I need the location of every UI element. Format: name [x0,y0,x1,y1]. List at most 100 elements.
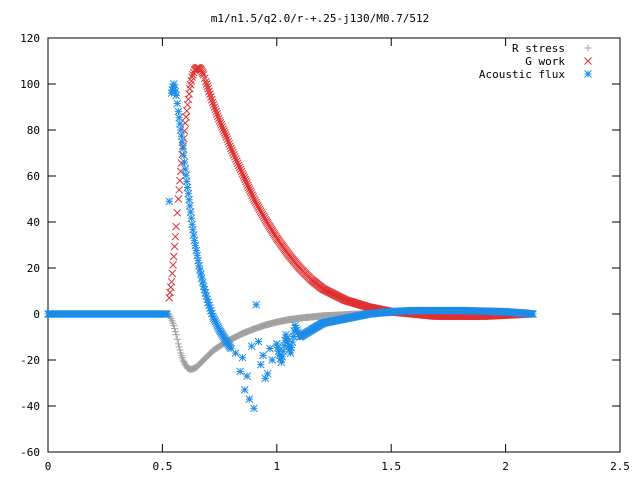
data-point [243,181,252,190]
data-point [173,99,182,108]
y-tick-label: 0 [33,308,40,321]
data-point [238,169,247,178]
data-point [208,98,217,107]
data-point [210,103,219,111]
data-point [179,356,187,364]
data-point [247,189,256,198]
legend-marker [584,57,592,65]
data-point [215,116,224,125]
data-point [209,100,218,109]
data-point [250,404,258,413]
data-point [170,242,179,251]
data-point [236,367,245,376]
y-tick-label: 60 [27,170,40,183]
series-layer [44,64,537,413]
data-point [221,131,230,139]
y-tick-label: -60 [20,446,40,459]
data-point [190,236,199,245]
y-tick-label: 100 [20,78,40,91]
data-point [189,70,197,79]
data-point [259,351,267,360]
data-point [175,343,183,351]
data-point [225,139,234,148]
data-point [203,82,212,91]
data-point [220,127,228,135]
data-point [228,146,236,155]
data-point [176,126,185,134]
legend-label: G work [525,55,565,68]
data-point [254,337,263,346]
legend-marker [584,44,592,52]
data-point [252,300,261,309]
data-point [171,325,179,333]
data-point [198,69,207,78]
data-point [249,193,257,201]
data-point [172,91,180,100]
data-point [222,133,231,141]
data-point [223,135,232,144]
data-point [205,87,213,96]
data-point [174,340,182,348]
data-point [169,252,178,261]
data-point [174,195,183,203]
x-axis: 0 0.5 1 1.5 2 2.5 [45,38,630,473]
data-point [207,93,215,101]
data-point [229,148,237,157]
data-point [230,152,239,161]
data-point [171,232,180,241]
data-point [167,277,176,286]
y-tick-label: 40 [27,216,40,229]
data-point [173,335,181,343]
data-point [220,129,229,137]
data-point [529,310,537,318]
series-acoustic-flux [44,80,537,413]
y-axis: -60 -40 -20 0 20 40 60 80 100 120 [20,32,620,459]
data-point [216,118,225,127]
data-point [179,151,188,160]
data-point [202,77,210,86]
data-point [240,386,249,394]
data-point [204,84,213,93]
legend-label: Acoustic flux [479,68,565,81]
data-point [168,269,177,278]
legend-label: R stress [512,42,565,55]
data-point [241,175,249,184]
legend-marker [584,70,592,78]
legend-item: R stress [512,42,592,55]
data-point [194,256,202,265]
x-tick-label: 2.5 [610,460,630,473]
data-point [243,372,251,380]
data-point [173,208,182,217]
data-point [177,159,186,167]
data-point [172,331,180,339]
data-point [163,310,171,318]
data-point [193,251,202,260]
data-point [232,157,241,165]
data-point [243,179,251,188]
data-point [179,144,187,153]
data-point [247,342,256,351]
x-tick-label: 0 [45,460,52,473]
data-point [245,185,254,194]
data-point [217,120,226,129]
data-point [244,183,253,192]
y-tick-label: -40 [20,400,40,413]
data-point [172,222,180,231]
data-point [240,173,249,182]
data-point [213,110,221,118]
data-point [224,137,233,146]
data-point [176,176,184,185]
data-point [206,90,214,98]
data-point [191,241,200,250]
data-point [175,185,184,194]
data-point [188,73,196,81]
data-point [266,344,274,353]
data-point [180,358,188,366]
data-point [268,356,277,364]
data-point [211,105,220,114]
data-point [170,322,178,329]
x-tick-label: 1 [273,460,280,473]
data-point [231,155,240,163]
